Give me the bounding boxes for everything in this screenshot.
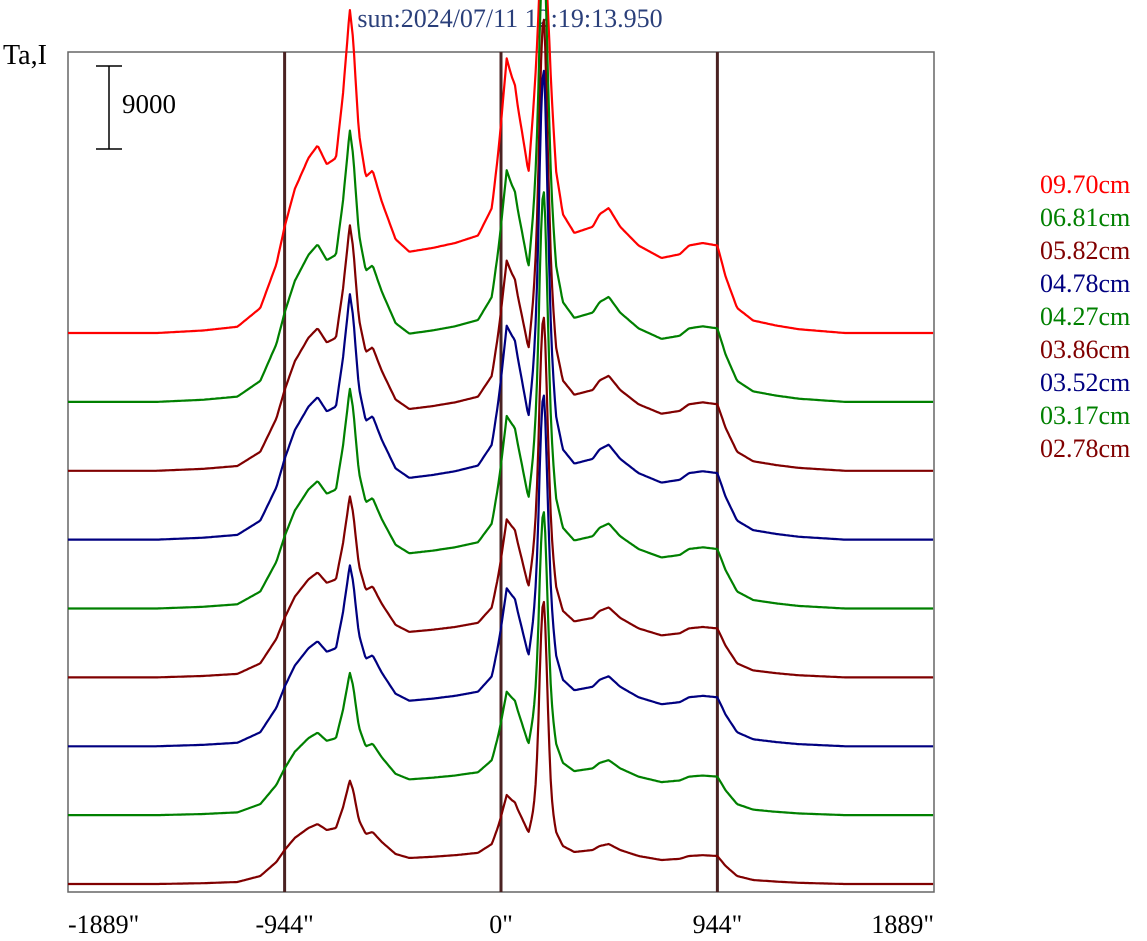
series-line-05-82cm [68,18,934,472]
series-line-04-27cm [68,191,934,610]
series-line-03-17cm [68,511,934,817]
scale-bar: 9000 [96,65,176,150]
scale-bar-label: 9000 [122,89,176,119]
legend-entry: 04.78cm [1040,269,1131,298]
x-tick-label: 944" [693,910,743,939]
series-line-09-70cm [68,0,934,335]
series-line-04-78cm [68,69,934,541]
chart-title: sun:2024/07/11 12:19:13.950 [357,4,663,33]
series-line-06-81cm [68,0,934,403]
legend-entry: 04.27cm [1040,302,1131,331]
legend-entry: 09.70cm [1040,170,1131,199]
x-tick-label: 1889" [871,910,934,939]
series-line-02-78cm [68,600,934,886]
x-tick-label: -944" [255,910,313,939]
x-tick-label: -1889" [68,910,139,939]
legend-entry: 02.78cm [1040,434,1131,463]
legend-entry: 05.82cm [1040,236,1131,265]
legend-entry: 03.17cm [1040,401,1131,430]
x-tick-label: 0" [489,910,513,939]
legend: 09.70cm 06.81cm 05.82cm 04.78cm 04.27cm 03.86… [1040,168,1130,465]
series-line-03-52cm [68,394,934,748]
legend-entry: 03.52cm [1040,368,1131,397]
y-axis-label: Ta,I [3,40,47,71]
legend-entry: 06.81cm [1040,203,1131,232]
series-line-03-86cm [68,316,934,679]
legend-entry: 03.86cm [1040,335,1131,364]
